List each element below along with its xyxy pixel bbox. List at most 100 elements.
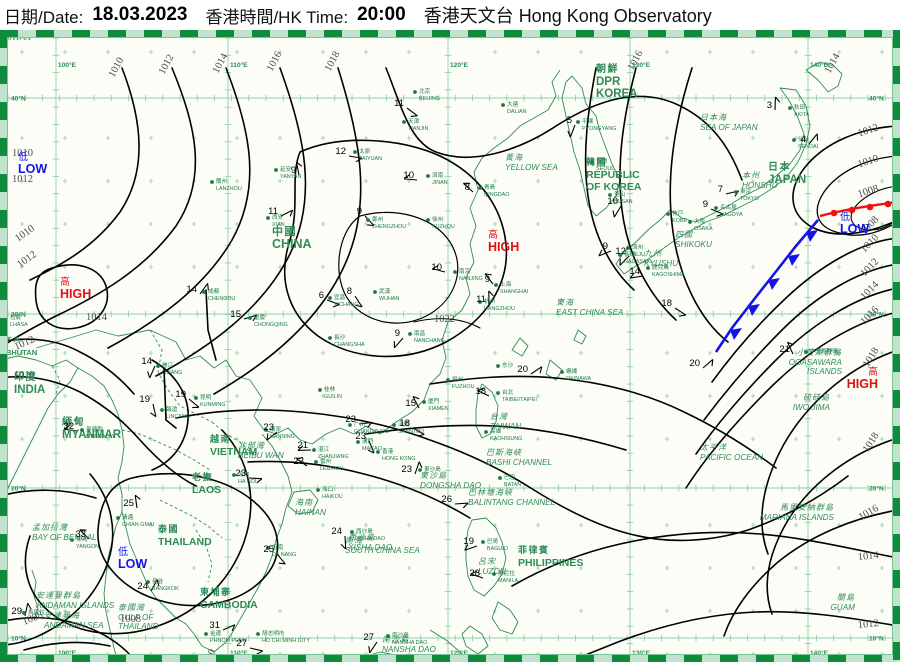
station-name-zh: 馬尼拉 [28,608,45,616]
station-name-en: NANSHA DAO [392,640,427,646]
sea-label-en: NANSHA DAO [382,645,436,654]
station-temperature: 27 [236,638,247,649]
border-dash [324,30,342,37]
date-label: 日期/Date: [4,7,84,27]
pressure-system-en: HIGH [60,287,91,301]
station-temperature: 11 [476,294,486,305]
station-name-en: BAGUIO [487,546,508,552]
wind-barb-feather [367,224,374,227]
wind-barb-shaft [613,205,622,218]
station-name-zh: 宜昌 [334,293,345,301]
border-dash [252,655,270,662]
station-temperature: 23 [345,414,356,425]
wind-barb-feather [266,433,269,441]
sea-label-en: TAIWAN [490,422,521,431]
station-name-zh: 曼谷 [152,577,164,585]
station-dot [408,332,412,336]
station-name-zh: 广州 [354,420,365,428]
border-dash [893,282,900,300]
wind-barb-feather [231,624,236,632]
sea-label-en: GUAM [830,603,855,612]
wind-barb-shaft [248,477,263,480]
station-name-zh: 香港 [382,447,394,455]
border-dash [893,174,900,192]
station-name-en: YANYAN [280,174,301,180]
station-dot [202,290,206,294]
station-dot [413,90,417,94]
station-dot [426,218,430,222]
station-name-en: OKINAWA [566,376,591,382]
station-name-en: MANDALAY [86,434,116,440]
sea-label-en: EAST CHINA SEA [556,308,624,317]
station-name-zh: 麗江 [162,362,174,369]
cold-front-barbs [730,230,818,340]
station-temperature: 8 [465,182,470,193]
wind-barb-shaft [64,428,78,432]
station-dot [316,488,320,492]
station-temperature: 31 [209,620,220,631]
wind-barb-shaft [296,458,308,467]
station-temperature: 11 [268,206,278,217]
border-dash [180,30,198,37]
sea-label-zh: 孟加拉灣 [32,523,68,532]
station-name-zh: 昆明 [200,394,212,401]
wind-barb-feather [355,157,363,163]
station-name-zh: 金邊 [210,629,222,637]
station-temperature: 28 [469,568,480,579]
border-dash [0,66,7,84]
station-name-zh: 海口 [322,485,333,493]
station-name-en: CHANGSHA [334,342,365,348]
sea-label-zh: 關島 [837,593,855,602]
wind-barb-feather [355,304,363,308]
station-temperature: 5 [567,115,572,126]
station-dot [70,538,74,542]
country-label-en: REPUBLIC [586,169,640,181]
warm-front-bumps [830,200,892,217]
station-name-en: BUSAN [614,199,633,205]
border-dash [864,30,882,37]
station-name-zh: 徐州 [432,215,443,223]
surface-pressure-chart-svg: 1010 1012 1014 1016 1018 1016 1014101210101008… [0,30,900,662]
station-name-zh: 長沙 [334,334,346,341]
station-dot [353,150,357,154]
lat-label: 40°N [11,94,26,102]
station-name-en: GUILIN [324,394,342,400]
station-temperature: 19 [139,394,150,405]
wind-barb-feather [134,494,141,500]
country-label-zh: 越南 [209,433,231,445]
station-name-en: FUZHOU [452,384,475,390]
station-name-zh: 雷州 [320,458,331,465]
wind-barb-shaft [412,427,425,435]
wind-barb-shaft [808,133,818,145]
station-name-zh: 蘭州 [216,177,227,185]
sea-label-zh: 南沙島 [382,635,409,644]
station-dot [328,296,332,300]
station-dot [484,430,488,434]
border-dash [468,30,486,37]
sea-label-en: BAY OF BENGAL [32,533,97,542]
sea-label-en: PACIFIC OCEAN [700,453,763,462]
pressure-system-en: HIGH [488,240,519,254]
station-name-zh: 湛江 [318,446,330,453]
wind-barb-feather [207,283,209,291]
station-name-en: BEIJING [419,96,440,102]
country-label-en: DPR [596,76,621,88]
station-dot [576,120,580,124]
country-label-en: LAOS [192,484,221,496]
wind-barb-shaft [368,440,375,454]
wind-barb-feather [418,461,423,469]
cold-front-line [714,219,819,353]
wind-barb-shaft [249,647,263,652]
country-label-en: MYANMAR [62,429,122,441]
station-name-en: SEOUL [596,166,614,172]
station-dot [160,408,164,412]
station-name-zh: 上海 [500,280,512,288]
station-name-en: OSAKA [694,226,713,232]
station-name-zh: 桂林 [324,385,336,393]
border-inner-line [7,37,893,655]
wind-barb-feather [612,210,615,218]
station-dot [501,103,505,107]
station-name-zh: 長崎 [624,250,636,258]
border-dash [756,655,774,662]
